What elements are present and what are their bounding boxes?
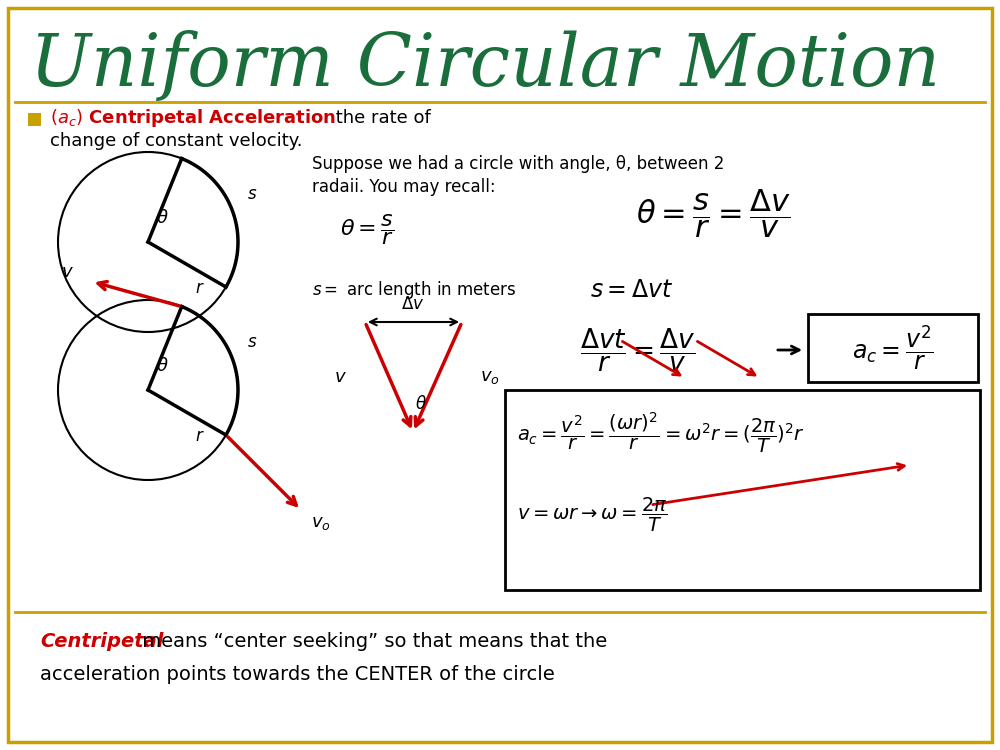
Text: $v_o$: $v_o$: [480, 368, 500, 386]
Text: $\theta$: $\theta$: [156, 357, 168, 375]
Bar: [28, 113, 41, 126]
Text: means “center seeking” so that means that the: means “center seeking” so that means tha…: [136, 632, 607, 651]
Text: radaii. You may recall:: radaii. You may recall:: [312, 178, 496, 196]
Text: acceleration points towards the CENTER of the circle: acceleration points towards the CENTER o…: [40, 665, 555, 684]
Text: $(a_c)$ Centripetal Acceleration: $(a_c)$ Centripetal Acceleration: [50, 107, 336, 129]
Text: $s = \Delta vt$: $s = \Delta vt$: [590, 278, 673, 302]
Text: $s$: $s$: [247, 333, 257, 351]
Text: Uniform Circular Motion: Uniform Circular Motion: [30, 30, 940, 101]
Text: the rate of: the rate of: [330, 109, 431, 127]
Text: $r$: $r$: [195, 427, 205, 445]
Text: v: v: [335, 368, 345, 386]
Text: $\theta = \dfrac{s}{r}$: $\theta = \dfrac{s}{r}$: [340, 212, 395, 248]
Text: $a_c = \dfrac{v^2}{r} = \dfrac{(\omega r)^2}{r} = \omega^2 r = (\dfrac{2\pi}{T}): $a_c = \dfrac{v^2}{r} = \dfrac{(\omega r…: [517, 410, 805, 455]
Text: Suppose we had a circle with angle, θ, between 2: Suppose we had a circle with angle, θ, b…: [312, 155, 724, 173]
Text: $v = \omega r \rightarrow \omega = \dfrac{2\pi}{T}$: $v = \omega r \rightarrow \omega = \dfra…: [517, 496, 667, 534]
Bar: [808, 314, 978, 382]
Text: $\dfrac{\Delta vt}{r} = \dfrac{\Delta v}{v}$: $\dfrac{\Delta vt}{r} = \dfrac{\Delta v}…: [580, 326, 696, 374]
Text: Centripetal: Centripetal: [40, 632, 163, 651]
Bar: [505, 390, 980, 590]
Text: $\theta$: $\theta$: [415, 395, 427, 413]
Text: v: v: [61, 262, 72, 280]
Text: $s = $ arc length in meters: $s = $ arc length in meters: [312, 279, 516, 301]
Text: $\theta$: $\theta$: [156, 209, 168, 227]
Text: $r$: $r$: [195, 279, 205, 297]
Text: $s$: $s$: [247, 185, 257, 203]
Text: $v_o$: $v_o$: [311, 514, 331, 532]
Text: $\Delta v$: $\Delta v$: [401, 295, 425, 313]
Text: change of constant velocity.: change of constant velocity.: [50, 132, 302, 150]
Text: $\theta = \dfrac{s}{r} = \dfrac{\Delta v}{v}$: $\theta = \dfrac{s}{r} = \dfrac{\Delta v…: [636, 188, 791, 240]
Text: $a_c = \dfrac{v^2}{r}$: $a_c = \dfrac{v^2}{r}$: [852, 324, 934, 372]
